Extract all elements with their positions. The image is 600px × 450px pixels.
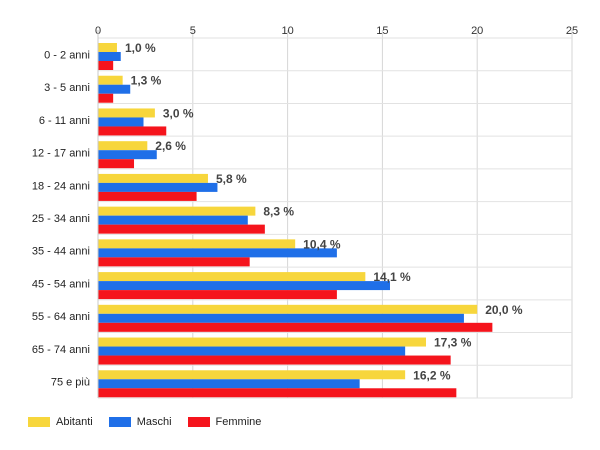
category-label-10: 75 e più: [51, 377, 90, 389]
bar-femmine-1: [98, 93, 114, 103]
data-label-7: 14,1 %: [373, 270, 411, 284]
x-tick-label-4: 20: [471, 25, 483, 37]
bar-femmine-0: [98, 61, 114, 70]
legend-item-femmine: Femmine: [187, 416, 262, 428]
bar-femmine-5: [98, 224, 265, 234]
legend: Abitanti Maschi Femmine: [28, 416, 277, 428]
category-label-7: 45 - 54 anni: [32, 278, 90, 290]
category-label-0: 0 - 2 anni: [44, 49, 90, 61]
legend-swatch-maschi: [108, 417, 131, 427]
bar-femmine-10: [98, 388, 457, 398]
legend-item-maschi: Maschi: [108, 416, 172, 428]
bar-abitanti-3: [98, 141, 148, 151]
legend-label-maschi: Maschi: [136, 416, 172, 428]
category-label-6: 35 - 44 anni: [32, 246, 90, 258]
category-label-5: 25 - 34 anni: [32, 213, 90, 225]
category-label-9: 65 - 74 anni: [32, 344, 90, 356]
bar-abitanti-7: [98, 272, 366, 282]
data-label-4: 5,8 %: [216, 172, 247, 186]
bar-abitanti-9: [98, 337, 427, 347]
bar-femmine-8: [98, 322, 493, 332]
bar-maschi-10: [98, 379, 360, 389]
category-label-2: 6 - 11 anni: [39, 115, 90, 127]
legend-label-abitanti: Abitanti: [56, 416, 93, 428]
bar-maschi-0: [98, 52, 121, 61]
data-label-3: 2,6 %: [155, 139, 186, 153]
bar-femmine-2: [98, 126, 167, 136]
data-label-1: 1,3 %: [131, 74, 162, 88]
category-label-8: 55 - 64 anni: [32, 311, 90, 323]
x-tick-label-5: 25: [566, 25, 578, 37]
bar-maschi-6: [98, 248, 337, 258]
x-tick-label-1: 5: [190, 25, 196, 37]
data-label-8: 20,0 %: [485, 303, 523, 317]
bar-maschi-9: [98, 346, 406, 356]
data-label-5: 8,3 %: [263, 205, 294, 219]
bar-abitanti-5: [98, 206, 256, 216]
bar-femmine-4: [98, 191, 197, 201]
legend-label-femmine: Femmine: [215, 416, 262, 428]
bar-maschi-4: [98, 182, 218, 192]
bar-abitanti-6: [98, 239, 296, 249]
bar-abitanti-2: [98, 108, 155, 118]
bar-maschi-2: [98, 117, 144, 127]
data-label-0: 1,0 %: [125, 41, 156, 55]
x-tick-label-2: 10: [281, 25, 293, 37]
bar-abitanti-1: [98, 75, 123, 85]
category-label-3: 12 - 17 anni: [32, 148, 90, 160]
bar-abitanti-8: [98, 304, 478, 314]
category-label-4: 18 - 24 anni: [32, 180, 90, 192]
bar-maschi-8: [98, 313, 464, 323]
bar-abitanti-10: [98, 370, 406, 380]
data-label-9: 17,3 %: [434, 336, 472, 350]
legend-item-abitanti: Abitanti: [28, 416, 93, 428]
bar-femmine-6: [98, 257, 250, 267]
bar-femmine-3: [98, 159, 135, 169]
bar-femmine-9: [98, 355, 451, 365]
bar-maschi-1: [98, 84, 131, 94]
bar-femmine-7: [98, 290, 337, 300]
data-label-2: 3,0 %: [163, 106, 194, 120]
legend-swatch-abitanti: [28, 417, 50, 427]
bar-maschi-5: [98, 215, 248, 225]
data-label-10: 16,2 %: [413, 368, 451, 382]
bar-abitanti-4: [98, 173, 208, 183]
category-label-1: 3 - 5 anni: [44, 82, 90, 94]
data-label-6: 10,4 %: [303, 237, 341, 251]
x-tick-label-3: 15: [376, 25, 388, 37]
bar-maschi-3: [98, 150, 157, 160]
legend-swatch-femmine: [187, 417, 210, 427]
bar-maschi-7: [98, 281, 390, 291]
bar-abitanti-0: [98, 43, 117, 52]
